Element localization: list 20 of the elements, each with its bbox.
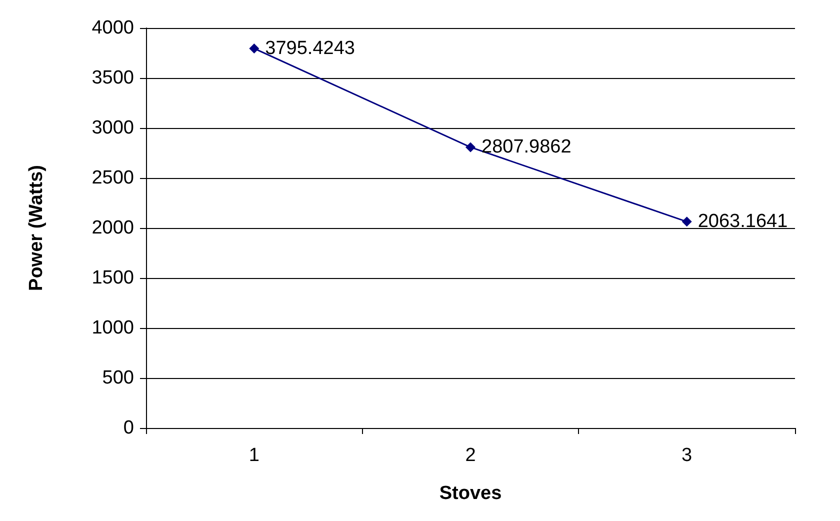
data-label: 2807.9862 — [482, 136, 572, 158]
y-tick-label: 2500 — [92, 168, 134, 188]
y-tick-label: 1000 — [92, 318, 134, 338]
point — [466, 142, 476, 152]
y-tick-label: 1500 — [92, 268, 134, 288]
y-tick-label: 2000 — [92, 218, 134, 238]
y-tick-label: 3500 — [92, 68, 134, 88]
data-label: 3795.4243 — [265, 38, 355, 59]
point — [249, 43, 260, 54]
point — [682, 216, 692, 227]
y-tick-label: 500 — [102, 368, 134, 388]
x-tick-label: 2 — [465, 445, 476, 466]
y-axis-title: Power (Watts) — [26, 165, 47, 291]
y-tick-label: 3000 — [92, 118, 134, 138]
x-tick-label: 1 — [248, 445, 260, 466]
x-tick-label: 3 — [682, 445, 692, 466]
x-axis-title: Stoves — [439, 483, 502, 504]
y-tick-label: 4000 — [92, 18, 134, 38]
data-label: 2063.1641 — [698, 211, 788, 232]
y-tick-label: 0 — [123, 418, 134, 438]
